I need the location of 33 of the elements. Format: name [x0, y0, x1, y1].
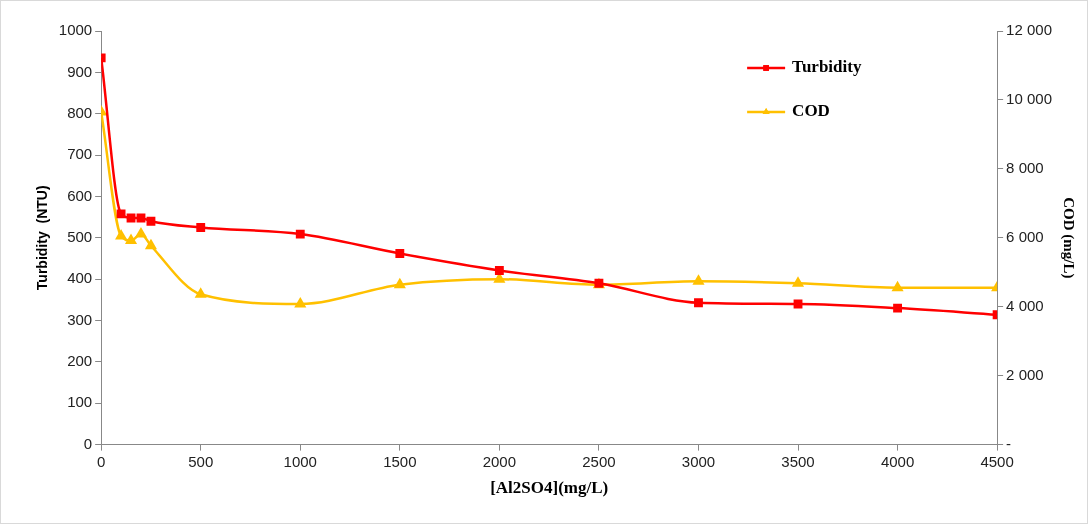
y2-tick-label: 4 000 — [1006, 296, 1044, 314]
y-tick-label: 900 — [67, 62, 93, 80]
y-tick-label: 700 — [67, 145, 93, 163]
y2-tick-label: 6 000 — [1006, 227, 1044, 245]
x-tick-label: 2500 — [582, 452, 616, 470]
y2-tick-label: 10 000 — [1006, 90, 1053, 108]
y2-tick-label: 8 000 — [1006, 159, 1044, 177]
y-tick-label: 200 — [67, 352, 93, 370]
x-tick-label: 0 — [97, 452, 106, 470]
x-tick-label: 500 — [188, 452, 214, 470]
legend-label: Turbidity — [792, 57, 862, 77]
y-tick-label: 400 — [67, 269, 93, 287]
y-tick-label: 600 — [67, 186, 93, 204]
y2-tick-label: - — [1006, 434, 1012, 452]
x-tick-label: 3000 — [681, 452, 716, 470]
x-tick-label: 2000 — [482, 452, 517, 470]
x-tick-label: 3500 — [781, 452, 815, 470]
y2-axis-title: COD (mg/L) — [1060, 197, 1078, 279]
y-tick-label: 800 — [67, 103, 93, 121]
y-tick-label: 300 — [67, 310, 93, 328]
x-tick-label: 4500 — [980, 452, 1014, 470]
x-tick-label: 1000 — [283, 452, 317, 470]
x-axis-title: [Al2SO4](mg/L) — [490, 478, 609, 498]
legend-label: COD — [792, 101, 830, 121]
x-tick-label: 4000 — [880, 452, 915, 470]
y-tick-label: 500 — [67, 227, 93, 245]
y-axis-title: Turbidity (NTU) — [34, 185, 51, 291]
y-tick-label: 1000 — [58, 21, 93, 39]
y-tick-label: 100 — [67, 393, 93, 411]
x-tick-label: 1500 — [383, 452, 417, 470]
y2-tick-label: 12 000 — [1006, 21, 1053, 39]
y2-tick-label: 2 000 — [1006, 365, 1044, 383]
y-tick-label: 0 — [83, 434, 93, 452]
